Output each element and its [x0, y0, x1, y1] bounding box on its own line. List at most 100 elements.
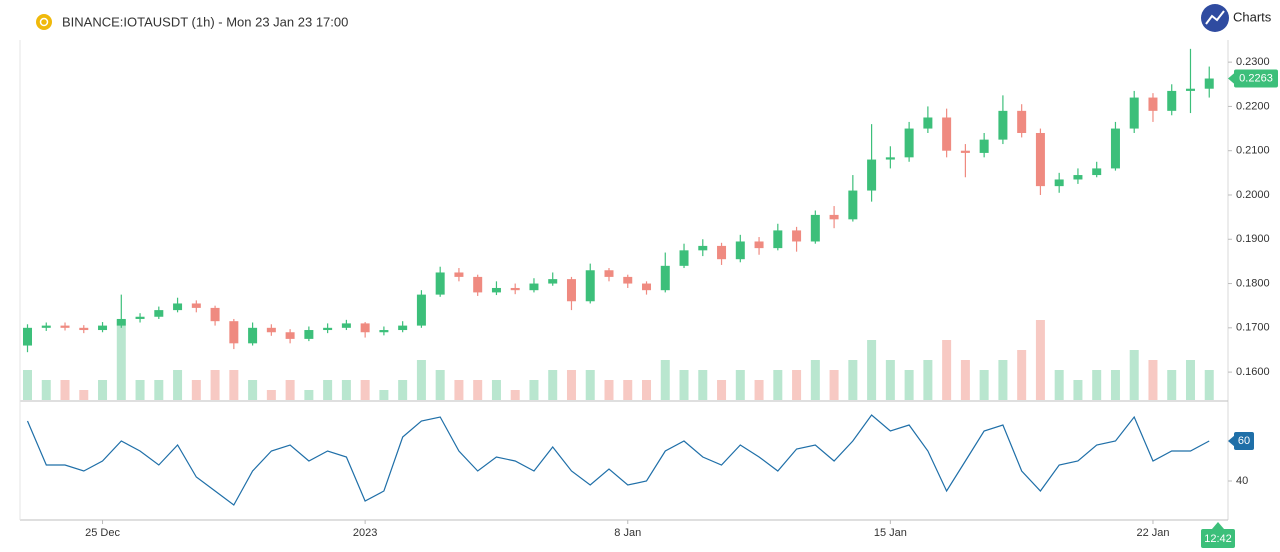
candle-body	[60, 325, 70, 328]
volume-bar	[529, 380, 539, 400]
exchange-icon	[36, 14, 52, 30]
volume-bar	[173, 370, 183, 400]
volume-bar	[810, 360, 820, 400]
time-box	[1201, 529, 1235, 548]
candle-body	[717, 245, 727, 260]
volume-bar	[1167, 370, 1177, 400]
candle-body	[623, 276, 633, 284]
volume-bar	[923, 360, 933, 400]
volume-bar	[41, 380, 51, 400]
candle-body	[1110, 128, 1120, 169]
chart-title: BINANCE:IOTAUSDT (1h) - Mon 23 Jan 23 17…	[62, 14, 348, 29]
y-tick-label: 0.1900	[1236, 233, 1270, 245]
brand-icon-mark	[1205, 10, 1225, 25]
volume-bar	[229, 370, 239, 400]
candle-body	[248, 327, 258, 344]
volume-bar	[1204, 370, 1214, 400]
volume-bar	[679, 370, 689, 400]
volume-bar	[548, 370, 558, 400]
candle-body	[754, 241, 764, 249]
volume-bar	[454, 380, 464, 400]
volume-bar	[210, 370, 220, 400]
candle-body	[960, 150, 970, 153]
candle-body	[304, 330, 314, 339]
oscillator-line	[26, 414, 1210, 506]
volume-bar	[1092, 370, 1102, 400]
volume-bar	[773, 370, 783, 400]
candle-body	[79, 327, 89, 331]
candle-body	[867, 159, 877, 191]
volume-bar	[1129, 350, 1139, 400]
candle-body	[491, 287, 501, 293]
candle-body	[473, 276, 483, 293]
brand-text: Charts	[1233, 9, 1272, 24]
candle-body	[1204, 78, 1214, 89]
volume-bar	[323, 380, 333, 400]
x-tick-label: 22 Jan	[1136, 527, 1169, 539]
exchange-icon-mark	[39, 17, 49, 27]
candle-body	[323, 327, 333, 331]
y-tick-label: 0.2100	[1236, 145, 1270, 157]
candle-body	[285, 332, 295, 339]
candle-body	[1167, 90, 1177, 111]
volume-bar	[698, 370, 708, 400]
volume-bar	[960, 360, 970, 400]
volume-bar	[416, 360, 426, 400]
volume-bar	[266, 390, 276, 400]
volume-bar	[341, 380, 351, 400]
volume-bar	[98, 380, 108, 400]
volume-bar	[585, 370, 595, 400]
volume-bar	[435, 370, 445, 400]
volume-bar	[1035, 320, 1045, 400]
y-tick-label: 0.2300	[1236, 56, 1270, 68]
volume-bar	[60, 380, 70, 400]
candle-body	[566, 279, 576, 302]
volume-bar	[604, 380, 614, 400]
candle-body	[848, 190, 858, 220]
volume-bar	[1073, 380, 1083, 400]
volume-bar	[1148, 360, 1158, 400]
candle-body	[679, 250, 689, 266]
candle-body	[1054, 179, 1064, 187]
volume-bar	[979, 370, 989, 400]
candle-body	[510, 287, 520, 291]
volume-bar	[717, 380, 727, 400]
x-tick-label: 2023	[353, 527, 377, 539]
y-tick-label: 0.2200	[1236, 100, 1270, 112]
candle-body	[885, 157, 895, 160]
candle-body	[454, 272, 464, 277]
candle-body	[135, 316, 145, 319]
last-value-box	[1234, 432, 1254, 450]
y-tick-label: 40	[1236, 475, 1248, 487]
volume-bar	[642, 380, 652, 400]
candle-body	[1073, 175, 1083, 180]
candle-body	[1185, 88, 1195, 91]
candle-body	[210, 307, 220, 322]
candle-body	[810, 214, 820, 242]
volume-bar	[1017, 350, 1027, 400]
candle-body	[1035, 132, 1045, 187]
candle-body	[773, 230, 783, 249]
volume-bar	[285, 380, 295, 400]
candle-body	[792, 230, 802, 242]
candle-body	[529, 283, 539, 291]
candle-body	[116, 318, 126, 326]
time-label: 12:42	[1204, 533, 1232, 545]
volume-bar	[998, 360, 1008, 400]
candle-body	[266, 327, 276, 333]
volume-bar	[510, 390, 520, 400]
volume-bar	[1185, 360, 1195, 400]
volume-bar	[566, 370, 576, 400]
volume-bar	[660, 360, 670, 400]
candle-body	[379, 330, 389, 333]
volume-bar	[135, 380, 145, 400]
volume-bar	[473, 380, 483, 400]
volume-bar	[304, 390, 314, 400]
volume-bar	[735, 370, 745, 400]
candle-body	[416, 294, 426, 326]
y-tick-label: 0.1600	[1236, 366, 1270, 378]
volume-bar	[754, 380, 764, 400]
y-tick-label: 0.1800	[1236, 277, 1270, 289]
